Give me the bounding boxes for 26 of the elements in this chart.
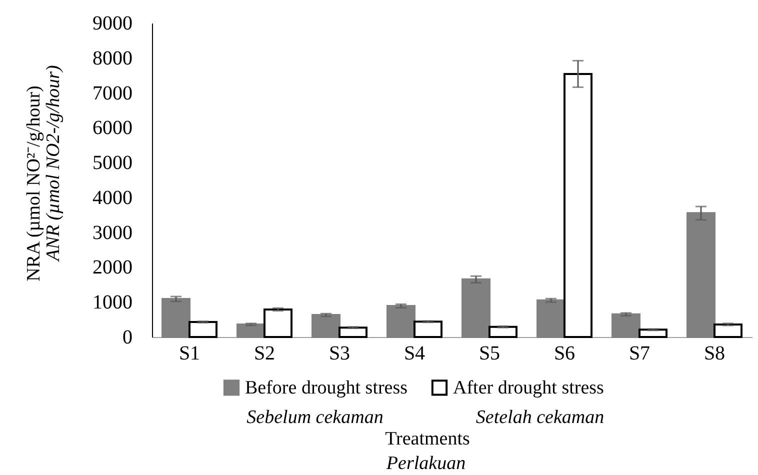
legend-label: After drought stress (453, 378, 604, 399)
x-tick-label: S7 (628, 342, 650, 364)
y-tick-label: 0 (122, 326, 132, 348)
y-tick-label: 4000 (92, 186, 132, 209)
y-tick-label: 2000 (92, 256, 132, 279)
y-tick-label: 8000 (92, 47, 132, 70)
y-tick-label: 7000 (92, 82, 132, 104)
x-tick-label: S5 (478, 342, 500, 364)
text: ANR (µmol NO2-/g/hour) (43, 65, 65, 261)
text: Perlakuan (386, 453, 466, 475)
x-tick-label: S8 (704, 342, 726, 364)
x-tick-label: S3 (328, 342, 350, 364)
x-tick-label: S1 (178, 342, 200, 364)
y-tick-label: 1000 (92, 292, 132, 314)
text: Setelah cekaman (476, 407, 604, 429)
y-tick-label: 9000 (92, 12, 132, 34)
x-tick-label: S2 (254, 342, 276, 364)
y-tick-label: 5000 (92, 152, 132, 174)
legend-label: Before drought stress (245, 378, 408, 399)
y-tick-label: 6000 (92, 117, 132, 140)
y-tick-label: 3000 (92, 222, 132, 244)
x-tick-label: S6 (554, 342, 576, 364)
x-axis-title: Treatments (385, 428, 470, 450)
y-axis-title: NRA (µmol NO²⁻/g/hour) (24, 86, 44, 282)
text: Sebelum cekaman (246, 407, 384, 429)
x-tick-label: S4 (404, 342, 426, 364)
